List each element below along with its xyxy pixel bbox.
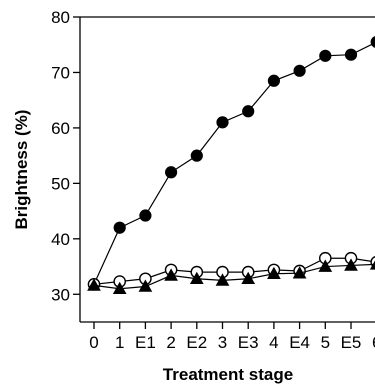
x-tick-label-3: 3 [218,333,227,352]
point-filled-circle-E2 [190,149,203,162]
point-filled-triangle-E3 [241,271,256,285]
y-tick-label-60: 60 [51,119,70,138]
x-tick-label-E4: E4 [289,333,310,352]
point-filled-circle-2 [165,166,178,179]
y-ticks: 30 40 50 60 70 80 [51,8,80,304]
point-filled-triangle-4 [267,266,281,280]
x-tick-label-E3: E3 [238,333,259,352]
series-layer [87,36,375,295]
point-filled-triangle-1 [112,281,127,295]
x-tick-label-6: 6 [372,333,375,352]
x-tick-label-2: 2 [166,333,175,352]
x-tick-label-E5: E5 [341,333,362,352]
point-filled-circle-E4 [293,64,306,77]
point-filled-circle-1 [113,221,126,234]
series-open-circle [87,251,375,291]
point-filled-circle-5 [319,49,332,62]
series-line-filled-circle [93,42,375,285]
point-filled-triangle-6 [369,260,375,270]
axes [79,16,375,323]
point-filled-triangle-0 [87,278,101,291]
series-line-filled-triangle [93,263,375,290]
point-filled-circle-3 [216,116,229,129]
x-tick-label-E2: E2 [186,333,207,352]
point-filled-triangle-5 [318,259,333,272]
x-axis-title: Treatment stage [163,365,293,384]
y-tick-label-40: 40 [51,230,70,249]
x-tick-label-1: 1 [115,333,124,352]
point-filled-triangle-E5 [344,258,358,271]
point-filled-circle-6 [370,36,375,48]
y-tick-label-30: 30 [51,285,70,304]
point-filled-circle-E5 [344,48,358,61]
point-filled-triangle-E4 [292,266,307,279]
point-filled-circle-4 [267,74,280,87]
y-tick-label-50: 50 [51,174,70,193]
point-filled-triangle-E2 [189,271,204,285]
point-filled-triangle-E1 [138,279,153,292]
point-filled-circle-E1 [139,209,152,222]
x-tick-label-4: 4 [269,333,278,352]
series-line-open-circle [93,257,375,285]
x-tick-label-E1: E1 [135,333,156,352]
series-filled-circle [87,36,375,291]
x-tick-label-5: 5 [321,333,330,352]
x-tick-label-0: 0 [89,333,98,352]
point-filled-triangle-3 [215,273,230,286]
y-axis-title: Brightness (%) [12,110,31,230]
series-filled-triangle [87,258,375,295]
point-filled-circle-E3 [242,105,255,118]
y-tick-label-80: 80 [51,8,70,27]
x-ticks: 01 E1 2 E2 3 E3 4 E4 5 E5 6 [89,322,375,352]
point-filled-triangle-2 [164,268,178,281]
y-tick-label-70: 70 [51,63,70,82]
